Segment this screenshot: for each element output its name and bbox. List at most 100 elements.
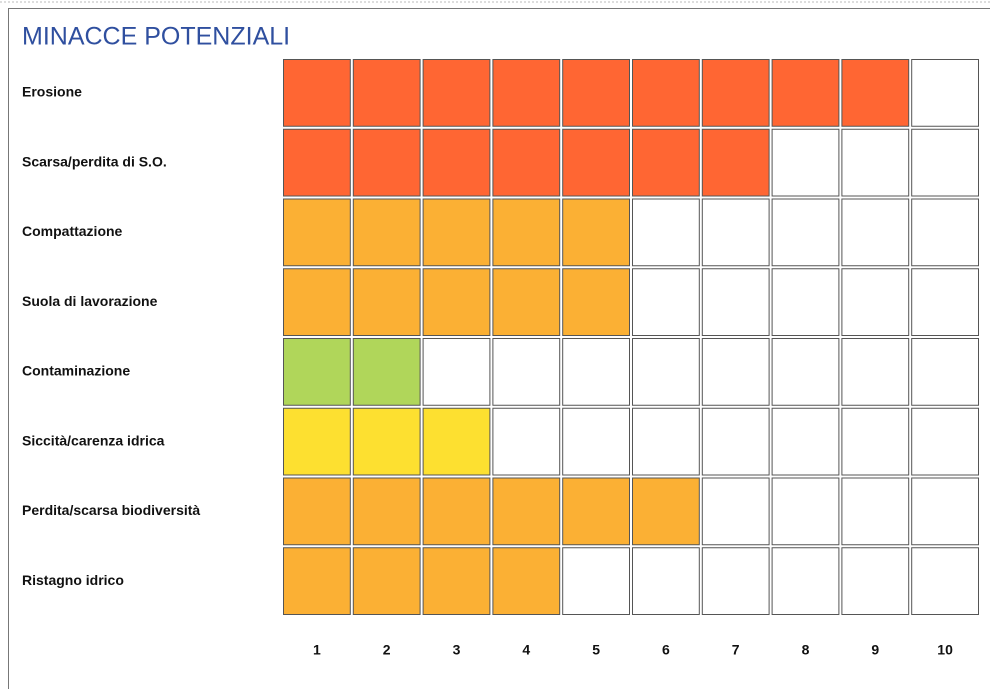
empty-cell — [701, 407, 770, 476]
empty-cell — [771, 407, 840, 476]
category-label: Erosione — [22, 84, 82, 100]
x-tick-label: 6 — [662, 642, 670, 658]
bar-cell — [422, 547, 491, 615]
empty-cell — [771, 268, 840, 336]
bar-cell — [352, 128, 421, 197]
empty-cell — [562, 547, 631, 615]
x-tick-label: 3 — [453, 642, 461, 658]
bar — [283, 338, 421, 406]
empty-cell — [841, 268, 910, 336]
bar-cell — [492, 128, 561, 197]
empty-cell — [632, 338, 700, 406]
bar — [283, 128, 770, 197]
bar-cell — [352, 407, 421, 476]
x-tick-label: 9 — [871, 642, 879, 658]
empty-cell — [632, 198, 700, 267]
bar-cell — [632, 128, 700, 197]
empty-cell — [771, 477, 840, 546]
empty-cell — [632, 547, 700, 615]
bar-cell — [283, 477, 351, 546]
bar-cell — [562, 128, 631, 197]
bar-cell — [701, 59, 770, 127]
category-label: Suola di lavorazione — [22, 293, 158, 309]
empty-cell — [911, 338, 980, 406]
bar-cell — [632, 477, 700, 546]
bar-cell — [492, 198, 561, 267]
empty-cell — [841, 128, 910, 197]
bar-cell — [283, 59, 351, 127]
bar — [283, 59, 910, 127]
bar-cell — [352, 547, 421, 615]
empty-cell — [771, 338, 840, 406]
category-label: Contaminazione — [22, 363, 130, 379]
bar-cell — [283, 198, 351, 267]
bar-cell — [352, 477, 421, 546]
empty-cell — [911, 547, 980, 615]
category-label: Perdita/scarsa biodiversità — [22, 502, 200, 518]
empty-cell — [632, 268, 700, 336]
bar — [283, 198, 631, 267]
bar-cell — [352, 198, 421, 267]
bar-cell — [492, 547, 561, 615]
bar-cell — [422, 477, 491, 546]
bar-cell — [422, 128, 491, 197]
bar-cell — [562, 59, 631, 127]
bar-cell — [632, 59, 700, 127]
bar — [283, 268, 631, 336]
bar-cell — [283, 338, 351, 406]
bar — [283, 407, 491, 476]
bar-cell — [771, 59, 840, 127]
bar-cell — [562, 477, 631, 546]
empty-cell — [911, 477, 980, 546]
bar-cell — [492, 268, 561, 336]
empty-cell — [911, 407, 980, 476]
empty-cell — [841, 547, 910, 615]
x-tick-label: 8 — [802, 642, 810, 658]
x-tick-label: 4 — [522, 642, 530, 658]
bar-cell — [841, 59, 910, 127]
empty-cell — [701, 198, 770, 267]
x-tick-label: 5 — [592, 642, 600, 658]
bar-cell — [701, 128, 770, 197]
bar-cell — [422, 268, 491, 336]
bar-cell — [352, 338, 421, 406]
empty-cell — [841, 407, 910, 476]
category-label: Ristagno idrico — [22, 572, 124, 588]
bar-cell — [422, 407, 491, 476]
empty-cell — [911, 268, 980, 336]
bar-cell — [283, 128, 351, 197]
bar-cell — [492, 477, 561, 546]
empty-cell — [562, 338, 631, 406]
empty-cell — [701, 338, 770, 406]
bar-cell — [283, 407, 351, 476]
bar-cell — [422, 198, 491, 267]
empty-cell — [841, 338, 910, 406]
empty-cell — [632, 407, 700, 476]
x-tick-label: 2 — [383, 642, 391, 658]
bar — [283, 477, 700, 546]
empty-cell — [911, 59, 980, 127]
bar-cell — [352, 268, 421, 336]
category-label: Compattazione — [22, 223, 123, 239]
bar-cell — [562, 268, 631, 336]
bar — [283, 547, 561, 615]
chart-title: MINACCE POTENZIALI — [22, 23, 290, 51]
category-label: Scarsa/perdita di S.O. — [22, 153, 167, 169]
empty-cell — [701, 477, 770, 546]
category-label: Siccità/carenza idrica — [22, 432, 165, 448]
bar-cell — [562, 198, 631, 267]
x-tick-label: 10 — [937, 642, 953, 658]
empty-cell — [562, 407, 631, 476]
x-tick-label: 7 — [732, 642, 740, 658]
empty-cell — [911, 128, 980, 197]
bar-cell — [283, 268, 351, 336]
empty-cell — [701, 547, 770, 615]
empty-cell — [841, 477, 910, 546]
bar-cell — [422, 59, 491, 127]
empty-cell — [771, 547, 840, 615]
empty-cell — [771, 128, 840, 197]
bar-cell — [352, 59, 421, 127]
empty-cell — [841, 198, 910, 267]
bar-cell — [283, 547, 351, 615]
